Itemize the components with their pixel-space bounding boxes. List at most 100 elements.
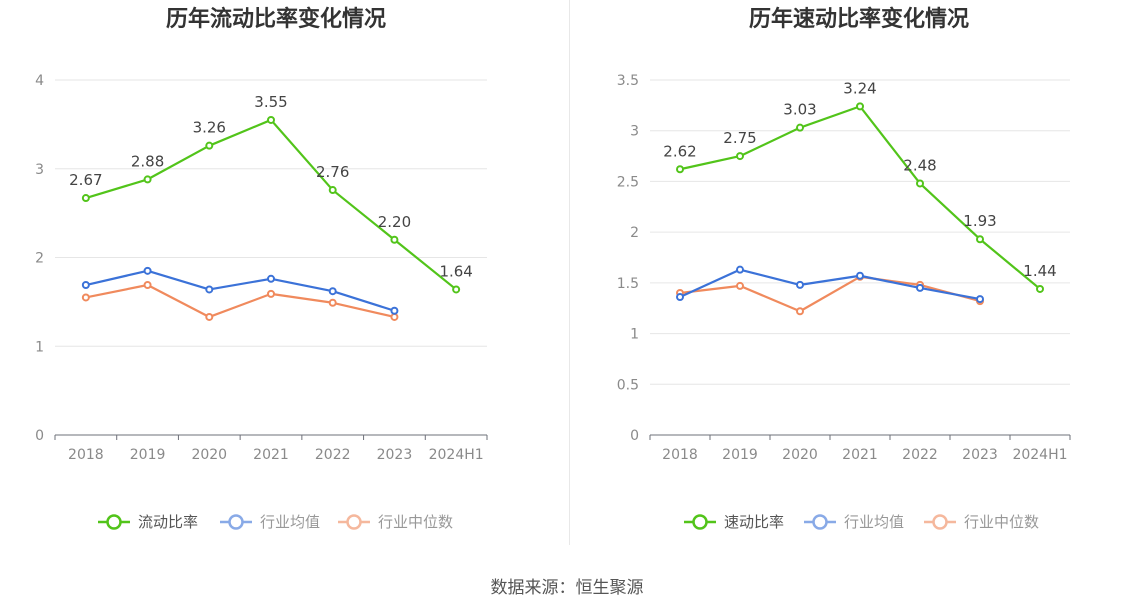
legend-item: 行业均值 (804, 513, 904, 531)
data-point (452, 285, 461, 294)
current-ratio-chart-panel: 历年流动比率变化情况 0 1 2 3 4 2018 2019 2020 2021 2022 2023 2… (0, 0, 567, 560)
data-point (916, 179, 924, 188)
quick-ratio-chart: 历年速动比率变化情况 0 0.5 1 1.5 2 2.5 3 3.5 2018 2019 2020 20… (617, 6, 1071, 531)
data-point (267, 115, 275, 124)
data-point (736, 281, 744, 290)
data-label: 2.20 (378, 213, 411, 231)
data-point (390, 312, 399, 321)
legend-marker (106, 514, 122, 530)
y-tick-label: 2.5 (617, 174, 639, 190)
legend-marker (228, 514, 244, 530)
x-tick-label: 2023 (377, 447, 413, 463)
legend-item: 流动比率 (98, 513, 198, 531)
y-tick-label: 1 (630, 327, 639, 343)
legend-marker (346, 514, 362, 530)
current-ratio-chart: 历年流动比率变化情况 0 1 2 3 4 2018 2019 2020 2021 2022 2023 2… (35, 6, 488, 531)
data-label: 2.75 (723, 129, 756, 147)
data-point (205, 312, 214, 321)
legend-label: 行业均值 (844, 513, 904, 531)
data-point (796, 280, 804, 289)
data-label: 3.55 (254, 93, 287, 111)
x-tick-label: 2020 (782, 447, 818, 463)
legend-marker (812, 514, 828, 530)
data-point (328, 287, 337, 296)
data-point (976, 235, 984, 244)
data-point (267, 274, 275, 283)
data-point (676, 293, 684, 302)
data-point (205, 141, 214, 150)
x-tick-label: 2018 (662, 447, 698, 463)
y-tick-label: 2 (630, 225, 639, 241)
data-point (856, 271, 864, 280)
data-label: 2.76 (316, 163, 349, 181)
data-point (143, 266, 152, 275)
legend-label: 行业均值 (260, 513, 320, 531)
legend-marker (692, 514, 708, 530)
x-tick-label: 2023 (962, 447, 998, 463)
data-point (796, 307, 804, 316)
panel-divider (569, 0, 570, 545)
data-point (81, 194, 90, 203)
chart-title: 历年流动比率变化情况 (166, 6, 386, 32)
data-point (328, 298, 337, 307)
legend-label: 行业中位数 (378, 513, 453, 531)
x-tick-label: 2021 (842, 447, 878, 463)
x-tick-label: 2021 (253, 447, 289, 463)
data-label: 1.93 (963, 212, 996, 230)
data-point (390, 306, 399, 315)
quick-ratio-chart-panel: 历年速动比率变化情况 0 0.5 1 1.5 2 2.5 3 3.5 2018 2019 2020 20… (567, 0, 1134, 560)
x-tick-label: 2018 (68, 447, 104, 463)
y-tick-label: 2 (35, 251, 44, 267)
y-tick-label: 4 (35, 73, 44, 89)
data-label: 1.64 (439, 262, 472, 280)
y-tick-label: 3.5 (617, 73, 639, 89)
series-line-industry-median (85, 283, 395, 319)
legend-item: 速动比率 (684, 513, 784, 531)
data-point (916, 283, 924, 292)
x-tick-label: 2024H1 (429, 447, 484, 463)
x-tick-label: 2022 (902, 447, 938, 463)
data-point (143, 281, 152, 290)
data-label: 2.88 (131, 152, 164, 170)
data-label: 1.44 (1023, 262, 1056, 280)
y-tick-label: 3 (630, 124, 639, 140)
y-tick-label: 0 (35, 428, 44, 444)
data-point (736, 265, 744, 274)
legend-item: 行业中位数 (338, 513, 453, 531)
data-point (328, 186, 337, 195)
data-point (81, 281, 90, 290)
data-point (856, 102, 864, 111)
series-line-main (85, 118, 457, 291)
series-line-industry-average (679, 268, 981, 301)
data-point (205, 285, 214, 294)
series-line-industry-average (85, 269, 395, 312)
data-point (1036, 284, 1044, 293)
legend-marker (932, 514, 948, 530)
x-tick-label: 2024H1 (1012, 447, 1067, 463)
data-label: 3.03 (783, 101, 816, 119)
legend-label: 行业中位数 (964, 513, 1039, 531)
data-point (796, 123, 804, 132)
x-tick-label: 2019 (722, 447, 758, 463)
legend-label: 速动比率 (724, 513, 784, 531)
series-line-industry-median (679, 275, 981, 313)
x-tick-label: 2020 (191, 447, 227, 463)
x-tick-label: 2022 (315, 447, 351, 463)
y-tick-label: 0 (630, 428, 639, 444)
data-point (976, 295, 984, 304)
data-source-note: 数据来源：恒生聚源 (490, 578, 644, 598)
y-tick-label: 0.5 (617, 377, 639, 393)
data-point (81, 293, 90, 302)
data-point (736, 152, 744, 161)
data-point (143, 175, 152, 184)
y-tick-label: 1 (35, 339, 44, 355)
y-tick-label: 1.5 (617, 276, 639, 292)
data-point (676, 165, 684, 174)
data-label: 2.62 (663, 142, 696, 160)
y-tick-label: 3 (35, 162, 44, 178)
chart-title: 历年速动比率变化情况 (749, 6, 969, 32)
data-label: 3.24 (843, 79, 876, 97)
data-label: 2.48 (903, 156, 936, 174)
data-point (267, 289, 275, 298)
data-label: 2.67 (69, 171, 102, 189)
